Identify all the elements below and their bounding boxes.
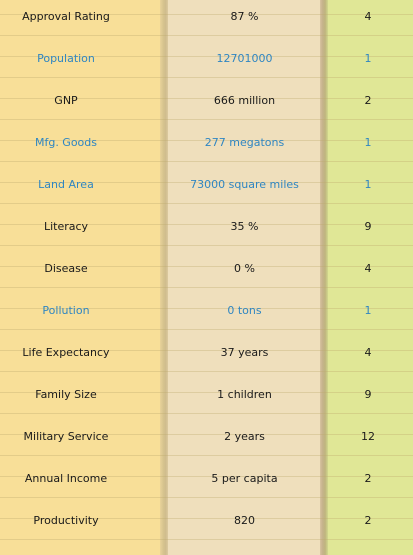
stat-value: 12701000 xyxy=(216,52,273,65)
stat-value: 0 tons xyxy=(227,304,262,317)
ruling-line xyxy=(0,245,413,246)
stat-rank: 2 xyxy=(364,472,372,485)
stat-row: Disease 0 % 4 xyxy=(0,253,413,295)
ruling-line xyxy=(0,476,413,477)
stat-name: Disease xyxy=(44,262,88,275)
ruling-line xyxy=(0,161,413,162)
stat-rank: 9 xyxy=(364,220,372,233)
stat-value-column xyxy=(166,0,323,555)
ruling-line xyxy=(0,119,413,120)
stat-row: Approval Rating 87 % 4 xyxy=(0,1,413,43)
ruling-line xyxy=(0,539,413,540)
stat-rank: 12 xyxy=(361,430,375,443)
ruling-line xyxy=(0,518,413,519)
stat-value: 73000 square miles xyxy=(190,178,299,191)
stat-name: GNP xyxy=(54,94,78,107)
stat-row: Family Size 1 children 9 xyxy=(0,379,413,421)
ruling-line xyxy=(0,224,413,225)
stat-row: Military Service 2 years 12 xyxy=(0,421,413,463)
stat-name: Literacy xyxy=(43,220,89,233)
stat-name: Mfg. Goods xyxy=(34,136,98,149)
stat-rank: 4 xyxy=(364,346,372,359)
ruling-line xyxy=(0,308,413,309)
ruling-line xyxy=(0,497,413,498)
stat-name: Pollution xyxy=(42,304,90,317)
stat-row: Land Area 73000 square miles 1 xyxy=(0,169,413,211)
stat-value: 666 million xyxy=(213,94,276,107)
ruling-line xyxy=(0,287,413,288)
column-divider-right xyxy=(320,0,328,555)
stat-row: Annual Income 5 per capita 2 xyxy=(0,463,413,505)
stat-rank: 2 xyxy=(364,94,372,107)
stat-row: Pollution 0 tons 1 xyxy=(0,295,413,337)
ruling-line xyxy=(0,329,413,330)
stat-rank: 1 xyxy=(364,136,372,149)
stat-name: Family Size xyxy=(35,388,97,401)
stat-rank: 4 xyxy=(364,262,372,275)
stat-name: Military Service xyxy=(23,430,109,443)
stat-name: Productivity xyxy=(33,514,99,527)
ruling-line xyxy=(0,266,413,267)
ruling-line xyxy=(0,392,413,393)
stat-rank: 2 xyxy=(364,514,372,527)
stat-row: Productivity 820 2 xyxy=(0,505,413,547)
stat-value: 0 % xyxy=(234,262,255,275)
stat-rank: 4 xyxy=(364,10,372,23)
stat-rank: 1 xyxy=(364,304,372,317)
stat-value: 2 years xyxy=(224,430,265,443)
stat-value: 5 per capita xyxy=(211,472,278,485)
stat-row: Literacy 35 % 9 xyxy=(0,211,413,253)
stat-value: 87 % xyxy=(230,10,259,23)
ruling-line xyxy=(0,182,413,183)
ruling-line xyxy=(0,14,413,15)
stat-row: GNP 666 million 2 xyxy=(0,85,413,127)
stat-name-column xyxy=(0,0,160,555)
ruling-line xyxy=(0,413,413,414)
stat-row: Life Expectancy 37 years 4 xyxy=(0,337,413,379)
stat-rank-column xyxy=(323,0,413,555)
ruling-line xyxy=(0,455,413,456)
ruling-line xyxy=(0,371,413,372)
stat-value: 1 children xyxy=(217,388,272,401)
stat-value: 820 xyxy=(234,514,255,527)
stat-rank: 1 xyxy=(364,178,372,191)
stat-value: 35 % xyxy=(230,220,259,233)
ruling-line xyxy=(0,77,413,78)
stat-rank: 1 xyxy=(364,52,372,65)
stat-row: Population 12701000 1 xyxy=(0,43,413,85)
ruling-line xyxy=(0,35,413,36)
ruling-line xyxy=(0,98,413,99)
stat-name: Life Expectancy xyxy=(22,346,110,359)
stat-value: 37 years xyxy=(220,346,269,359)
ruling-line xyxy=(0,434,413,435)
stat-row: Mfg. Goods 277 megatons 1 xyxy=(0,127,413,169)
ruling-line xyxy=(0,203,413,204)
stat-name: Land Area xyxy=(38,178,94,191)
column-divider-left xyxy=(160,0,168,555)
stat-name: Population xyxy=(37,52,95,65)
ruling-line xyxy=(0,56,413,57)
ruling-line xyxy=(0,140,413,141)
stat-rank: 9 xyxy=(364,388,372,401)
stat-value: 277 megatons xyxy=(204,136,285,149)
ruling-line xyxy=(0,350,413,351)
stat-name: Annual Income xyxy=(24,472,108,485)
stat-name: Approval Rating xyxy=(22,10,110,23)
